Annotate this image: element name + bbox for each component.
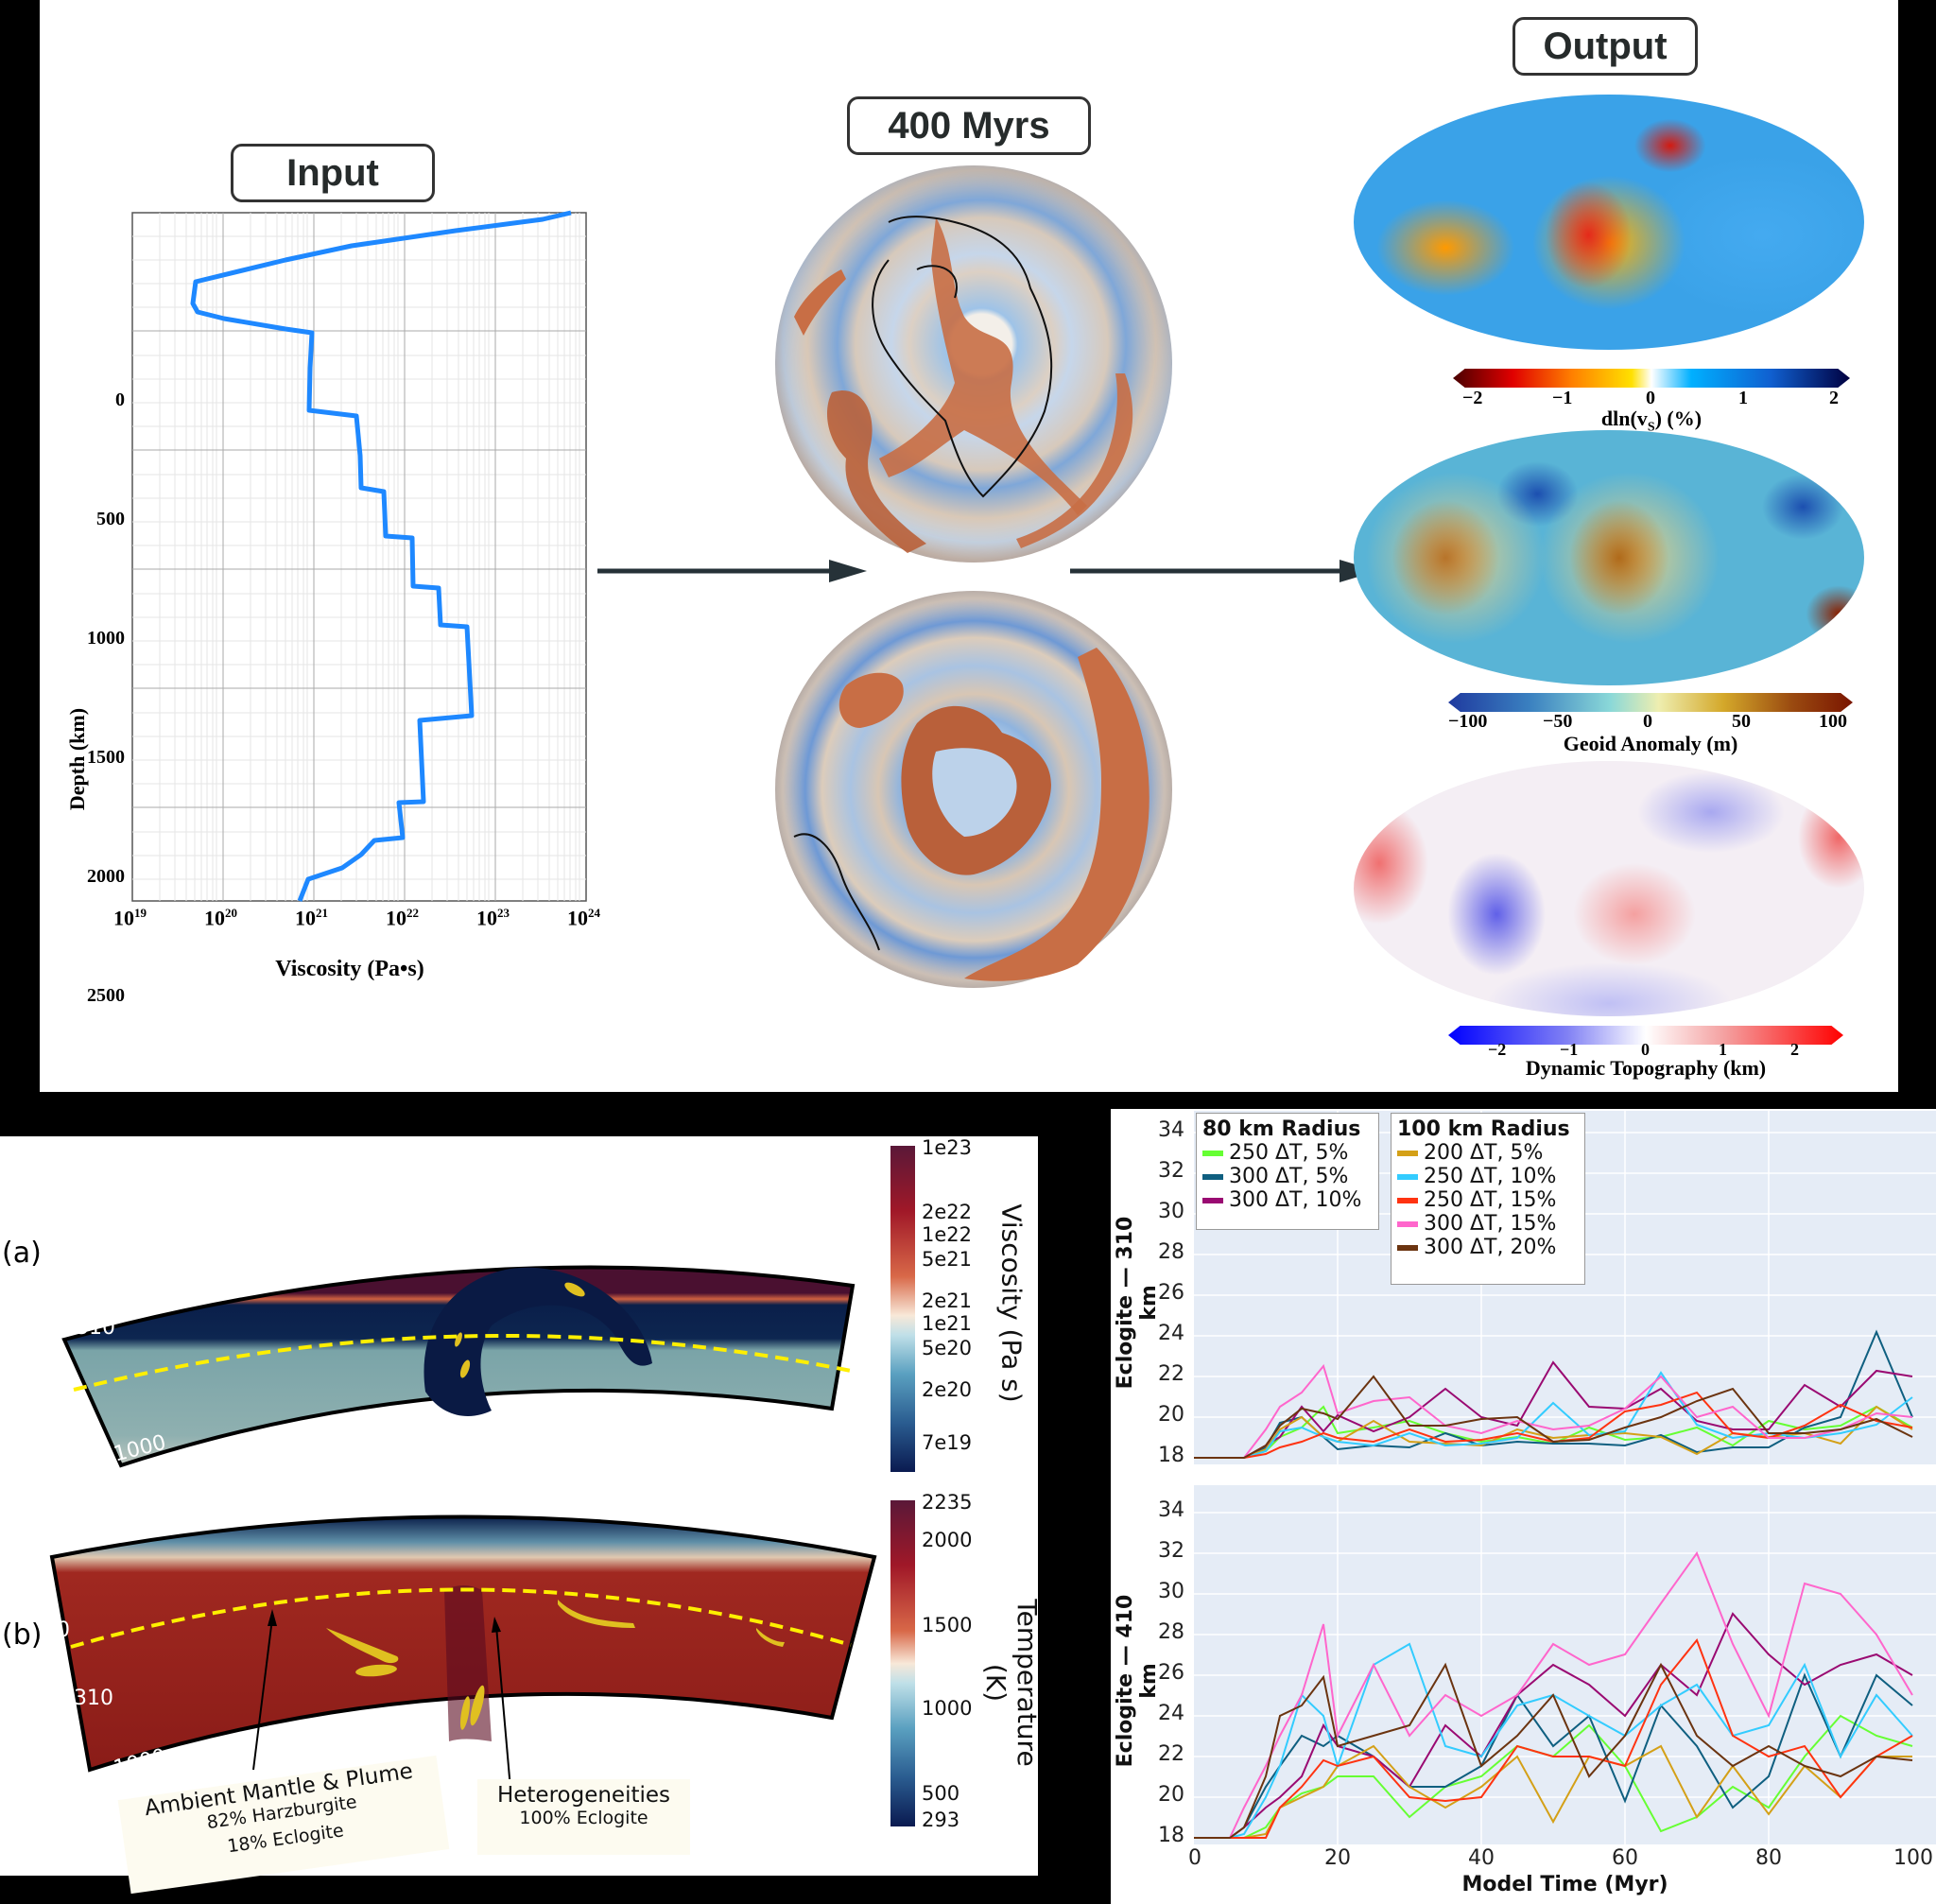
viscosity-y-label: Depth (km) [65, 707, 89, 811]
legend-item[interactable]: 250 ΔT, 15% [1397, 1188, 1579, 1212]
legend-80km: 80 km Radius 250 ΔT, 5% 300 ΔT, 5% 300 Δ… [1196, 1113, 1379, 1230]
viscosity-profile-chart: 0 500 1000 1500 2000 2500 Depth (km) [40, 189, 645, 1006]
viscosity-profile-line [190, 210, 572, 902]
geoid-map [1354, 430, 1864, 685]
legend-item[interactable]: 200 ΔT, 5% [1397, 1141, 1579, 1165]
y-tick-0: 0 [115, 389, 125, 410]
globe-africa-view [775, 165, 1172, 563]
x-ticks: 0 20 40 60 80 100 [1188, 1846, 1933, 1870]
timestep-header: 400 Myrs [847, 96, 1091, 155]
viscosity-x-label: Viscosity (Pa•s) [275, 957, 424, 981]
viscosity-plot-area [131, 210, 587, 902]
shear-velocity-colorbar [1453, 369, 1850, 388]
viscosity-colorbar-ticks: 1e23 2e22 1e22 5e21 2e21 1e21 5e20 2e20 … [922, 1136, 973, 1454]
y-tick-2500: 2500 [87, 985, 125, 1006]
depth-label-310-a: 310 [76, 1316, 115, 1340]
plume-structures-bottom [793, 648, 1150, 981]
shear-velocity-label: dln(vS) (%) [1600, 407, 1703, 435]
y-label-310: Eclogite — 310 km [1114, 1216, 1161, 1390]
series-lines-410 [1194, 1550, 1913, 1839]
y-tick-2000: 2000 [87, 866, 125, 887]
y-tick-1000: 1000 [87, 628, 125, 649]
geoid-colorbar [1448, 693, 1853, 712]
y-tick-500: 500 [96, 509, 125, 529]
dynamic-topography-label: Dynamic Topography (km) [1525, 1056, 1767, 1080]
y-tick-1500: 1500 [87, 747, 125, 768]
arrow-input-to-globes [597, 560, 867, 582]
legend-swatch [1202, 1174, 1223, 1180]
depth-label-310-b: 310 [74, 1687, 113, 1710]
series-lines-310 [1194, 1329, 1913, 1459]
legend-item[interactable]: 300 ΔT, 15% [1397, 1212, 1579, 1236]
legend-item[interactable]: 250 ΔT, 10% [1397, 1165, 1579, 1188]
dynamic-topography-colorbar [1448, 1026, 1843, 1045]
viscosity-x-ticks: 1019 1020 1021 1022 1023 1024 [113, 906, 600, 930]
x-axis-label: Model Time (Myr) [1461, 1873, 1668, 1896]
legend-100km: 100 km Radius 200 ΔT, 5% 250 ΔT, 10% 250… [1391, 1113, 1585, 1285]
legend-swatch [1397, 1245, 1418, 1251]
legend-swatch [1397, 1151, 1418, 1156]
legend-item[interactable]: 300 ΔT, 20% [1397, 1236, 1579, 1259]
velocity-scale-label: 5 cm/yr [403, 1193, 475, 1216]
eclogite-410-chart [1194, 1485, 1936, 1844]
viscosity-colorbar [890, 1146, 915, 1472]
shear-velocity-map [1354, 95, 1864, 350]
legend-swatch [1202, 1151, 1223, 1156]
dynamic-topography-ticks: −2 −1 0 1 2 [1488, 1040, 1799, 1059]
heterogeneities-annotation: Heterogeneities 100% Eclogite [477, 1779, 690, 1855]
legend-item[interactable]: 300 ΔT, 10% [1202, 1188, 1373, 1212]
geoid-ticks: −100 −50 0 50 100 [1448, 711, 1847, 732]
viscosity-colorbar-title: Viscosity (Pa s) [995, 1203, 1028, 1403]
viscosity-cross-section [61, 1182, 856, 1468]
bottom-left-panel: 5 cm/yr (a) 0 310 1000 (b) 0 310 [0, 1136, 1043, 1895]
plume-structures [794, 216, 1133, 553]
temperature-colorbar-ticks: 2235 2000 1500 1000 500 293 [922, 1491, 973, 1831]
legend-swatch [1202, 1198, 1223, 1203]
temperature-cross-section [49, 1515, 877, 1789]
y-ticks-410: 34 32 30 28 26 24 22 20 18 [1158, 1498, 1184, 1847]
legend-swatch [1397, 1174, 1418, 1180]
bottom-right-panel: 34 32 30 28 26 24 22 20 18 34 32 30 28 2… [1111, 1109, 1936, 1904]
globe-pacific-view [775, 591, 1172, 988]
legend-swatch [1397, 1221, 1418, 1227]
geoid-label: Geoid Anomaly (m) [1563, 732, 1738, 755]
top-panel: Input 400 Myrs Output [40, 0, 1898, 1092]
output-header: Output [1512, 17, 1698, 76]
panel-b-label: (b) [2, 1618, 43, 1652]
legend-item[interactable]: 250 ΔT, 5% [1202, 1141, 1373, 1165]
y-ticks-310: 34 32 30 28 26 24 22 20 18 [1158, 1118, 1184, 1467]
depth-label-0-b: 0 [57, 1618, 70, 1642]
temperature-colorbar [890, 1500, 915, 1826]
input-header: Input [231, 144, 435, 202]
depth-label-0-a: 0 [59, 1240, 72, 1264]
shear-velocity-ticks: −2 −1 0 1 2 [1462, 388, 1839, 408]
legend-swatch [1397, 1198, 1418, 1203]
dynamic-topography-map [1354, 761, 1864, 1016]
legend-item[interactable]: 300 ΔT, 5% [1202, 1165, 1373, 1188]
panel-a-label: (a) [2, 1237, 42, 1270]
temperature-colorbar-title: Temperature (K) [980, 1599, 1043, 1767]
y-label-410: Eclogite — 410 km [1114, 1594, 1161, 1768]
